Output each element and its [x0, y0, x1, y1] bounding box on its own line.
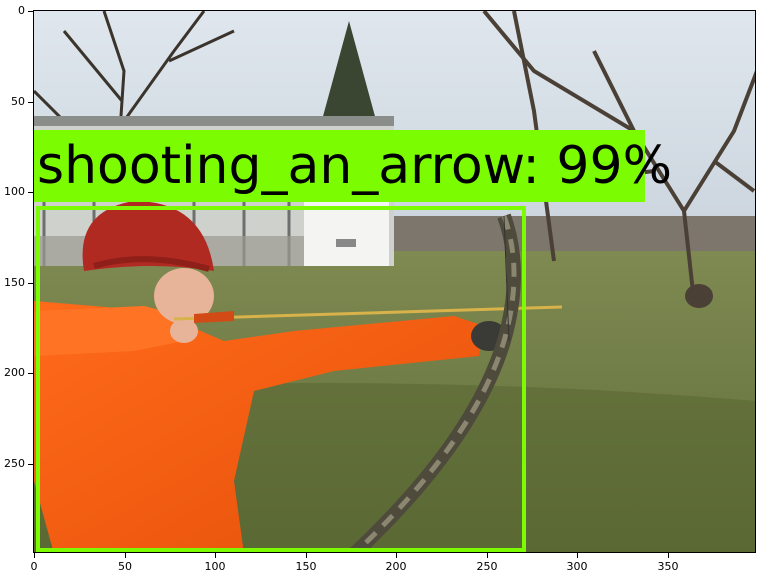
x-tick-label: 100 [204, 560, 226, 573]
x-tick [396, 553, 397, 558]
x-tick [34, 553, 35, 558]
y-tick [28, 283, 33, 284]
y-tick-label: 200 [4, 366, 25, 379]
y-tick [28, 373, 33, 374]
x-tick-label: 0 [30, 560, 38, 573]
x-tick-label: 50 [118, 560, 132, 573]
detection-label: shooting_an_arrow: 99% [34, 130, 672, 202]
x-tick-label: 250 [476, 560, 498, 573]
y-tick [28, 464, 33, 465]
x-tick [668, 553, 669, 558]
arrow [173, 305, 563, 321]
archery-photo [34, 11, 755, 552]
x-tick-label: 150 [295, 560, 317, 573]
photo-panel: shooting_an_arrow: 99% [33, 10, 756, 553]
x-tick-label: 350 [657, 560, 679, 573]
x-tick [487, 553, 488, 558]
y-tick-label: 0 [18, 4, 25, 17]
y-tick [28, 192, 33, 193]
x-tick [306, 553, 307, 558]
x-tick [125, 553, 126, 558]
y-tick-label: 100 [4, 185, 25, 198]
y-tick [28, 102, 33, 103]
y-tick-label: 150 [4, 276, 25, 289]
x-tick [577, 553, 578, 558]
archer [34, 201, 507, 552]
x-tick-label: 200 [385, 560, 407, 573]
x-tick [215, 553, 216, 558]
y-tick-label: 50 [11, 95, 25, 108]
y-tick [28, 11, 33, 12]
detection-box [36, 206, 526, 552]
x-tick-label: 300 [566, 560, 588, 573]
y-tick-label: 250 [4, 457, 25, 470]
